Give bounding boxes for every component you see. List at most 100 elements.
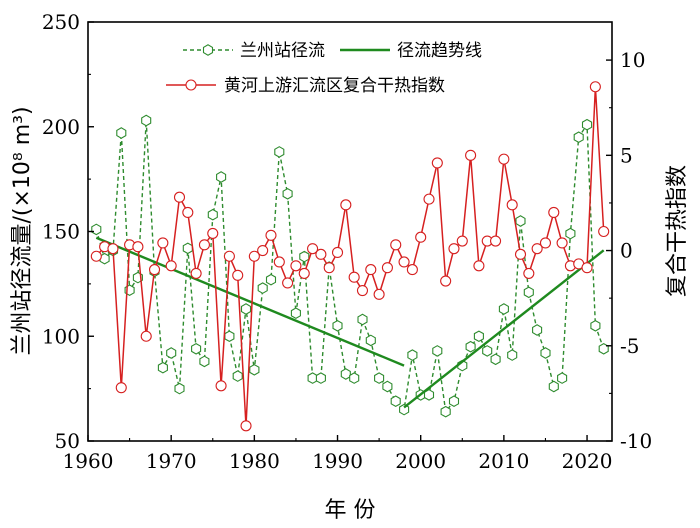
index-point xyxy=(282,277,294,289)
runoff-series-line xyxy=(95,120,605,414)
runoff-point xyxy=(216,171,227,183)
index-point xyxy=(248,250,260,262)
index-point xyxy=(465,149,477,161)
index-point xyxy=(556,237,568,249)
index-point xyxy=(448,243,460,255)
runoff-point xyxy=(282,187,293,200)
runoff-point xyxy=(407,349,418,361)
index-point xyxy=(223,250,235,262)
index-point xyxy=(598,225,610,238)
runoff-point xyxy=(482,345,493,357)
index-point xyxy=(548,206,560,219)
x-tick-label: 1980 xyxy=(229,449,280,473)
runoff-point xyxy=(232,370,243,382)
y-right-tick-label: 10 xyxy=(620,48,645,72)
y-left-tick-label: 100 xyxy=(42,324,80,348)
runoff-point xyxy=(432,345,443,357)
index-point xyxy=(431,157,443,169)
runoff-point xyxy=(565,227,576,240)
right-axis-title: 复合干热指数 xyxy=(665,165,690,297)
plot-marks xyxy=(90,81,610,432)
runoff-point xyxy=(573,131,584,144)
runoff-point xyxy=(382,380,393,393)
runoff-point xyxy=(340,368,351,380)
runoff-point xyxy=(199,355,210,368)
index-point xyxy=(215,380,227,392)
y-right-tick-label: -5 xyxy=(620,334,639,358)
runoff-point xyxy=(515,215,526,227)
index-point xyxy=(348,271,360,283)
runoff-point xyxy=(507,349,518,361)
runoff-point xyxy=(357,313,368,326)
index-point xyxy=(490,235,502,247)
runoff-point xyxy=(365,334,376,347)
runoff-point xyxy=(440,405,451,418)
index-point xyxy=(232,269,244,281)
runoff-point xyxy=(540,347,551,359)
x-tick-label: 2000 xyxy=(395,449,446,473)
index-point xyxy=(157,237,169,249)
y-right-tick-label: -10 xyxy=(620,429,652,453)
index-point xyxy=(165,260,177,272)
runoff-point xyxy=(523,286,534,299)
index-point xyxy=(207,227,219,239)
runoff-point xyxy=(548,380,559,393)
index-point xyxy=(331,246,344,258)
runoff-point xyxy=(299,250,310,263)
index-point xyxy=(373,288,385,300)
index-point xyxy=(356,284,369,297)
legend-index-label: 黄河上游汇流区复合干热指数 xyxy=(224,76,445,96)
index-point xyxy=(390,239,402,251)
index-point xyxy=(132,241,144,253)
runoff-point xyxy=(157,361,168,374)
index-point xyxy=(473,260,485,272)
index-point xyxy=(398,256,410,268)
index-point xyxy=(456,235,468,247)
runoff-point xyxy=(448,395,460,408)
y-left-tick-label: 50 xyxy=(55,429,80,453)
y-left-tick-label: 150 xyxy=(42,220,80,244)
x-axis-title: 年 份 xyxy=(325,498,376,523)
runoff-point xyxy=(307,372,318,384)
index-point xyxy=(198,239,210,251)
index-point xyxy=(531,243,543,255)
x-tick-label: 1970 xyxy=(146,449,197,473)
index-point xyxy=(381,262,393,274)
index-point xyxy=(148,264,161,276)
index-point xyxy=(415,231,427,243)
index-point xyxy=(240,420,252,432)
x-tick-label: 2020 xyxy=(562,449,613,473)
legend-runoff-marker xyxy=(202,44,214,56)
runoff-point xyxy=(473,330,484,343)
index-point xyxy=(307,243,319,255)
runoff-point xyxy=(166,347,177,359)
runoff-point xyxy=(390,395,401,408)
runoff-point xyxy=(374,372,385,384)
index-point xyxy=(539,237,552,249)
runoff-point xyxy=(182,242,193,255)
runoff-point xyxy=(581,118,593,131)
index-point xyxy=(265,229,277,241)
runoff-point xyxy=(490,353,501,366)
index-point xyxy=(257,244,269,257)
index-point xyxy=(506,199,518,211)
runoff-point xyxy=(249,363,260,376)
index-point xyxy=(365,264,377,276)
axis-ticks: 1960 1970 1980 1990 2000 2010 2020501001502002… xyxy=(42,10,652,473)
y-right-tick-label: 0 xyxy=(620,239,633,263)
runoff-point xyxy=(191,342,202,355)
runoff-point xyxy=(590,319,601,332)
runoff-point xyxy=(290,307,301,320)
index-point xyxy=(514,248,527,260)
x-tick-label: 2010 xyxy=(478,449,529,473)
index-point xyxy=(523,267,535,279)
left-axis-title: 兰州站径流量/(×10⁸ m³) xyxy=(10,106,35,355)
runoff-point xyxy=(257,282,268,294)
runoff-point xyxy=(315,372,326,384)
runoff-point xyxy=(116,127,127,139)
index-point xyxy=(589,81,601,93)
runoff-point xyxy=(332,319,343,332)
index-point xyxy=(182,206,194,219)
